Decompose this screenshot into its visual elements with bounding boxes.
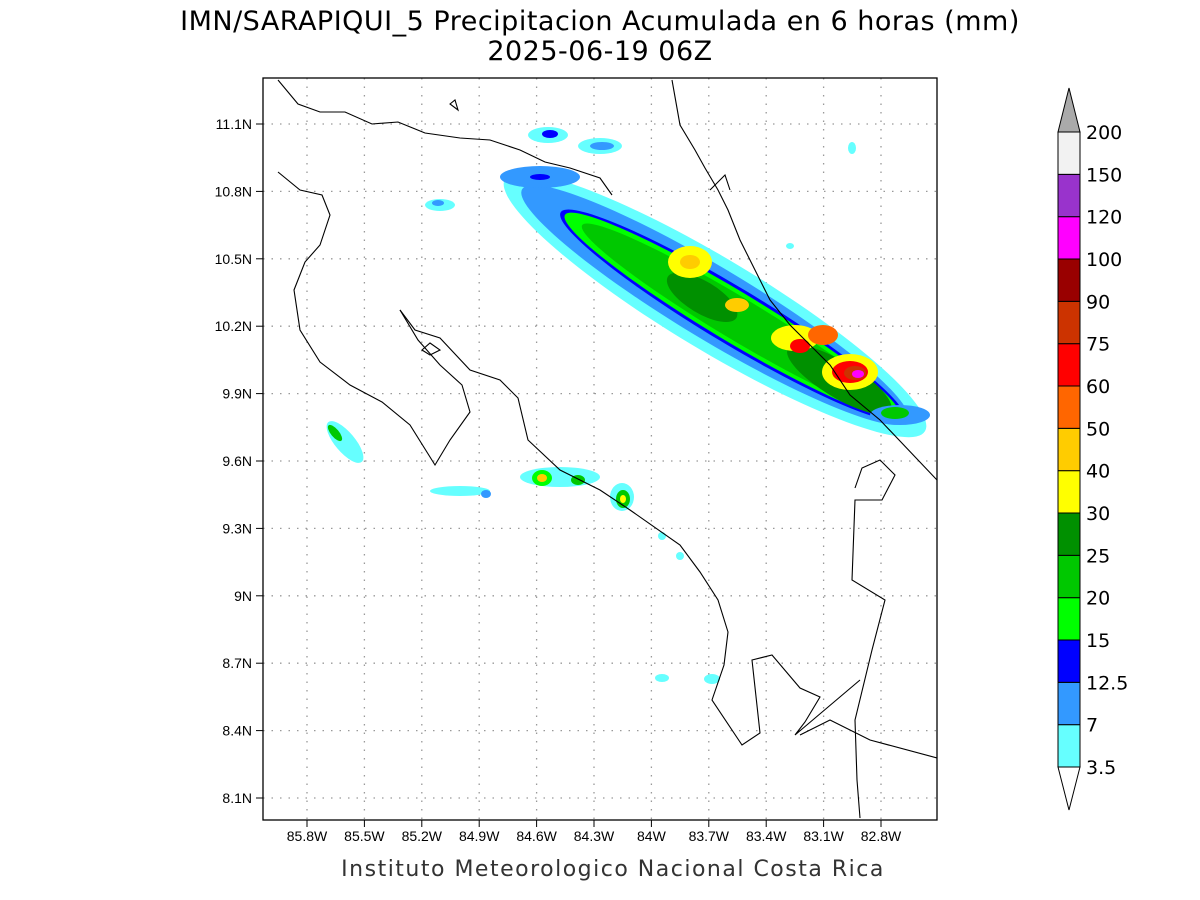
colorbar-label: 15 [1086,630,1110,652]
lon-tick-label: 85.2W [402,828,443,844]
colorbar-label: 200 [1086,122,1122,144]
colorbar-label: 120 [1086,207,1122,229]
lat-tick-label: 10.2N [215,318,252,334]
lat-tick-label: 8.4N [222,723,252,739]
colorbar-label: 3.5 [1086,757,1116,779]
lat-tick-label: 9.3N [222,520,252,536]
lat-tick-label: 10.8N [215,183,252,199]
lon-tick-label: 83.4W [746,828,787,844]
colorbar-swatch [1057,681,1081,726]
lat-tick-label: 11.1N [216,116,252,132]
colorbar-swatch [1057,131,1081,175]
map-title: IMN/SARAPIQUI_5 Precipitacion Acumulada … [180,6,1020,37]
lat-tick-label: 8.7N [222,655,252,671]
colorbar-swatch [1057,173,1081,218]
colorbar-swatch [1057,724,1081,768]
colorbar-swatch [1057,427,1081,472]
map-plot-area [263,78,937,820]
coastlines-borders [277,79,937,819]
colorbar-label: 7 [1086,715,1098,737]
lat-tick-label: 9.9N [222,386,252,402]
plot-frame [262,77,938,821]
precip-band-north [503,172,927,438]
colorbar-label: 100 [1086,249,1122,271]
lon-tick-label: 82.8W [861,828,902,844]
lon-tick-label: 84.6W [516,828,557,844]
lon-tick-label: 84.3W [574,828,615,844]
colorbar-label: 40 [1086,461,1110,483]
colorbar-swatch [1057,343,1081,387]
colorbar-label: 90 [1086,291,1110,313]
colorbar-label: 50 [1086,418,1110,440]
lat-tick-label: 10.5N [215,251,252,267]
colorbar-swatch [1057,300,1081,345]
colorbar-swatch [1057,512,1081,556]
colorbar-swatch [1057,597,1081,641]
colorbar-label: 60 [1086,376,1110,398]
lat-tick-label: 8.1N [222,790,252,806]
lon-tick-label: 83.1W [803,828,844,844]
colorbar-label: 12.5 [1086,672,1128,694]
lon-tick-label: 85.5W [344,828,385,844]
colorbar-label: 75 [1086,334,1110,356]
colorbar-label: 20 [1086,588,1110,610]
gridlines [263,78,937,820]
colorbar-swatch [1057,639,1081,683]
map-subtitle-date: 2025-06-19 06Z [487,36,712,67]
colorbar-over-triangle [1057,87,1081,133]
latitude-axis: 11.1N 10.8N 10.5N 10.2N 9.9N 9.6N 9.3N 9N 8.7N 8.… [215,116,263,806]
lat-tick-label: 9N [234,588,252,604]
lon-tick-label: 83.7W [689,828,730,844]
footer-credit: Instituto Meteorologico Nacional Costa R… [341,857,885,882]
lon-tick-label: 85.8W [287,828,328,844]
colorbar-swatch [1057,216,1081,260]
colorbar-label: 150 [1086,164,1122,186]
colorbar-under-triangle [1057,766,1081,811]
colorbar-label: 30 [1086,503,1110,525]
colorbar-swatch [1057,554,1081,599]
colorbar-swatch [1057,385,1081,429]
lon-tick-label: 84.9W [459,828,500,844]
colorbar-label: 25 [1086,545,1110,567]
colorbar-swatch [1057,258,1081,302]
longitude-axis: 85.8W 85.5W 85.2W 84.9W 84.6W 84.3W 84W 83.7W 83… [287,820,902,844]
colorbar-swatch [1057,470,1081,514]
lat-tick-label: 9.6N [222,453,252,469]
lon-tick-label: 84W [637,828,667,844]
colorbar-legend: 3.5 7 12.5 15 20 25 30 40 50 60 75 90 100 120 150 200 [1057,87,1128,811]
